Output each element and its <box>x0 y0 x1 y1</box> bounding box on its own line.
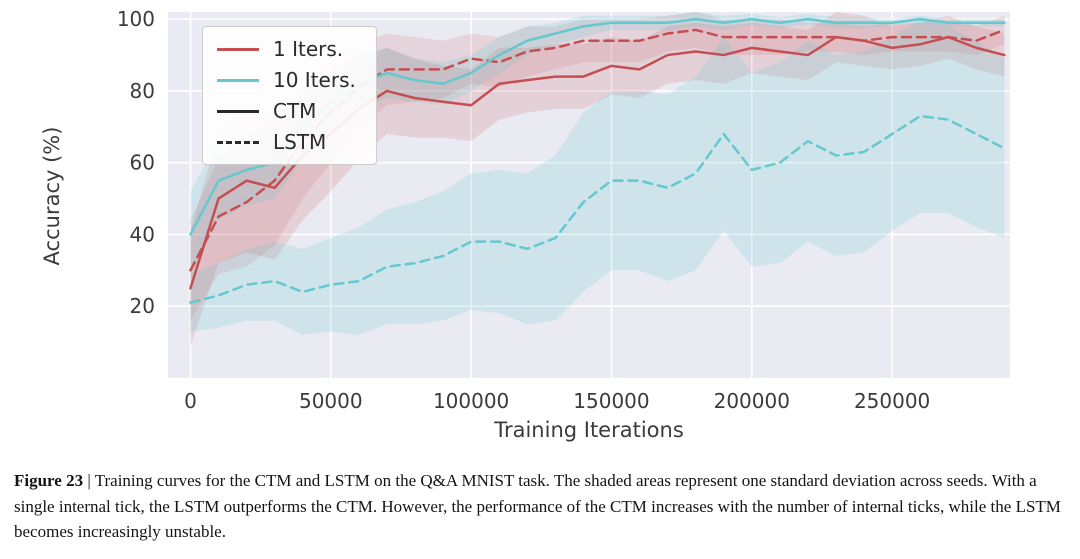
series-line-lstm-10-iters <box>189 114 1006 304</box>
y-tick-label: 80 <box>130 79 155 103</box>
legend-item-10-iters: 10 Iters. <box>217 70 356 90</box>
training-curves-chart: 0 50000 100000 150000 200000 250000 20 40 60 80 10… <box>40 7 1010 442</box>
legend-line-ctm-icon <box>217 109 259 113</box>
plot-series <box>189 12 1006 346</box>
y-tick-label: 40 <box>130 222 155 246</box>
x-tick-label: 50000 <box>299 389 363 413</box>
legend-item-1-iters: 1 Iters. <box>217 39 356 59</box>
tick-labels: 0 50000 100000 150000 200000 250000 20 40 60 80 10… <box>117 7 930 413</box>
legend-label: CTM <box>273 99 317 123</box>
figure-23: 0 50000 100000 150000 200000 250000 20 40 60 80 10… <box>0 7 1078 545</box>
band-ctm-1-iters <box>190 12 1005 346</box>
legend-item-ctm: CTM <box>217 101 356 121</box>
figure-caption-separator: | <box>83 471 95 490</box>
chart-legend: 1 Iters. 10 Iters. CTM LSTM <box>202 26 377 165</box>
x-tick-label: 100000 <box>433 389 509 413</box>
legend-label: 10 Iters. <box>273 68 356 92</box>
figure-caption: Figure 23 | Training curves for the CTM … <box>0 452 1078 545</box>
legend-line-lstm-icon <box>217 140 259 144</box>
band-lstm-1-iters <box>190 12 1005 321</box>
x-tick-label: 250000 <box>854 389 930 413</box>
x-tick-label: 150000 <box>573 389 649 413</box>
legend-line-10-iters-icon <box>217 78 259 82</box>
legend-label: LSTM <box>273 130 327 154</box>
y-tick-label: 60 <box>130 151 155 175</box>
legend-item-lstm: LSTM <box>217 132 356 152</box>
y-tick-label: 20 <box>130 294 155 318</box>
x-tick-label: 0 <box>184 389 197 413</box>
x-tick-label: 200000 <box>714 389 790 413</box>
band-ctm-10-iters <box>190 12 1005 278</box>
band-lstm-10-iters <box>190 19 1005 335</box>
chart-canvas: 0 50000 100000 150000 200000 250000 20 40 60 80 10… <box>117 7 1010 413</box>
figure-caption-label: Figure 23 <box>14 471 84 490</box>
y-tick-label: 100 <box>117 7 155 31</box>
x-axis-label: Training Iterations <box>494 418 684 442</box>
figure-caption-body: Training curves for the CTM and LSTM on … <box>14 471 1061 541</box>
legend-label: 1 Iters. <box>273 37 344 61</box>
y-axis-label: Accuracy (%) <box>40 126 64 266</box>
legend-line-1-iters-icon <box>217 47 259 51</box>
